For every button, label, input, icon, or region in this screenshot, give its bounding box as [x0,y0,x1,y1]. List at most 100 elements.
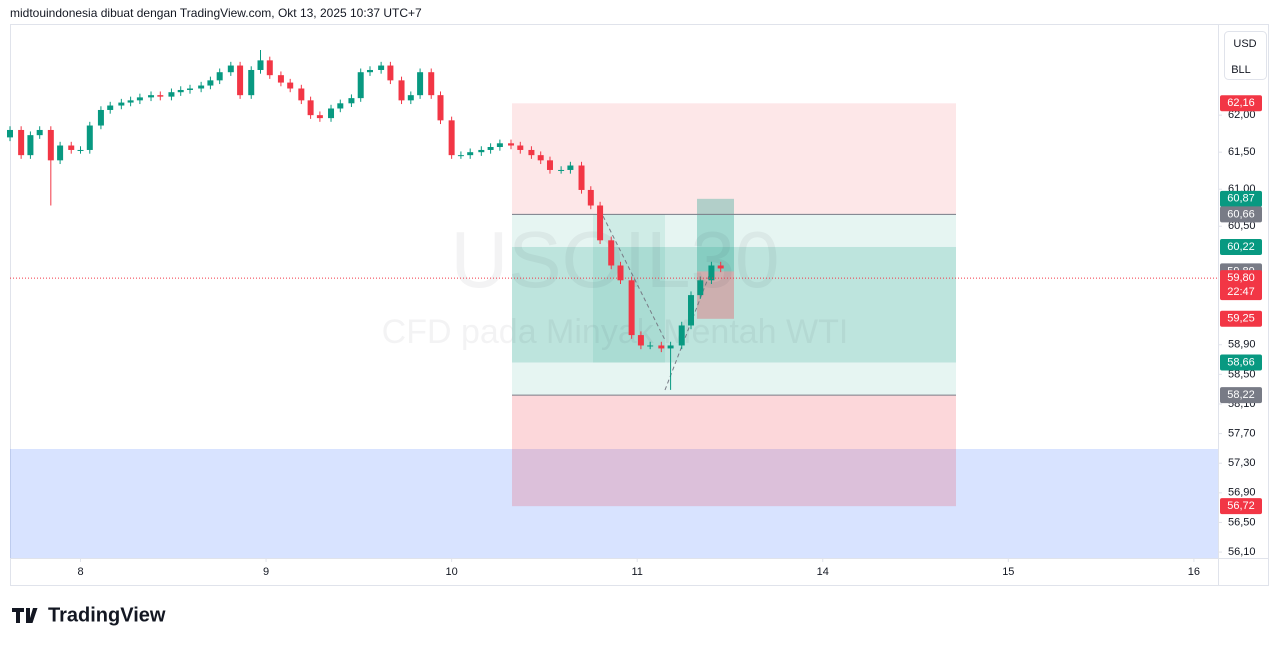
candle-body [337,103,344,109]
candle-body [467,152,474,156]
candle-body [528,149,535,156]
candle-body [688,295,695,326]
range-zone [10,449,1218,558]
candle-body [537,155,544,161]
candle-body [27,135,34,156]
candle-body [578,165,585,190]
candle-body [328,108,335,119]
x-tick-label: 16 [1188,566,1200,578]
candle-body [257,60,264,70]
candle-body [97,109,104,126]
candle-body [248,69,255,96]
y-tick-label: 56,50 [1228,516,1256,528]
candle-body [136,97,143,101]
y-tick-label: 58,50 [1228,368,1256,380]
price-badge-label: 56,72 [1227,500,1255,512]
price-badge [1220,95,1262,112]
candle-body [587,189,594,206]
price-badge-label: 62,16 [1227,97,1255,109]
candle-body [348,98,355,104]
candle-body [508,143,515,146]
candle-body [148,95,155,98]
price-badge [1220,238,1262,255]
candle-body [437,95,444,121]
candle-body [637,335,644,346]
candle-body [717,265,724,269]
price-badge [1220,190,1262,207]
candle-body [678,325,685,346]
price-badge-label: 60,66 [1227,208,1255,220]
candle-body [127,100,134,103]
y-tick-label: 62,00 [1228,109,1256,121]
y-tick-label: 56,10 [1228,546,1256,558]
candle-body [266,60,273,76]
y-tick-label: 57,70 [1228,427,1256,439]
target-zone [512,246,956,363]
currency[interactable]: USD [1233,38,1256,50]
candle-body [597,205,604,241]
candle-body [558,169,565,171]
candle-body [198,85,205,89]
candle-body [496,143,503,147]
candle-body [378,65,385,70]
price-badge [1220,387,1262,404]
candle-body [207,80,214,86]
candle-body [667,345,674,349]
projection-path [599,209,713,391]
candle-body [457,155,464,157]
x-tick-label: 15 [1002,566,1014,578]
candle-body [227,65,234,73]
price-badge-label: 59,25 [1227,313,1255,325]
x-tick-label: 14 [817,566,829,578]
price-badge-label: 59,80 [1227,272,1255,284]
candle-body [107,105,114,110]
candle-body [357,72,364,99]
target-zone [697,198,734,272]
candle-body [118,102,125,106]
frame [10,24,1269,586]
y-tick-label: 60,50 [1228,220,1256,232]
price-badge-label: 60,87 [1227,193,1255,205]
price-badge-label: 60,22 [1227,241,1255,253]
price-badge-label: 58,66 [1227,356,1255,368]
candle-body [168,92,175,97]
countdown: 22:47 [1227,286,1255,298]
drawings [10,103,1218,558]
candle-body [647,345,654,347]
price-badge-label: 58,22 [1227,389,1255,401]
candle-body [608,240,615,266]
candle-body [36,129,43,136]
price-badge [1220,310,1262,327]
y-tick-label: 58,90 [1228,339,1256,351]
candle-body [628,280,635,336]
x-tick-label: 10 [446,566,458,578]
candle-body [177,89,184,93]
candle-body [387,65,394,81]
candle-body [86,125,93,150]
candle-body [517,145,524,150]
logo-mark [12,608,38,623]
candle-body [47,129,54,161]
candle-body [157,95,164,97]
candle-body [407,95,414,101]
stop-zone [512,103,956,215]
candle-body [567,165,574,170]
candle-body [448,120,455,156]
candle-body [77,149,84,151]
candle-body [417,72,424,96]
currency-sub[interactable]: BLL [1231,64,1251,76]
target-zone [512,214,956,396]
brand: TradingView [48,604,166,626]
x-tick-label: 8 [77,566,83,578]
candle-body [186,88,193,90]
price-badge [1220,498,1262,515]
watermark-description: CFD pada Minyak Mentah WTI [382,313,849,351]
candle-body [237,65,244,96]
currency-box[interactable] [1224,31,1267,80]
watermark-symbol: USOIL30 [450,215,779,304]
y-tick-label: 56,90 [1228,487,1256,499]
candle-body [287,82,294,89]
candle-body [697,280,704,296]
